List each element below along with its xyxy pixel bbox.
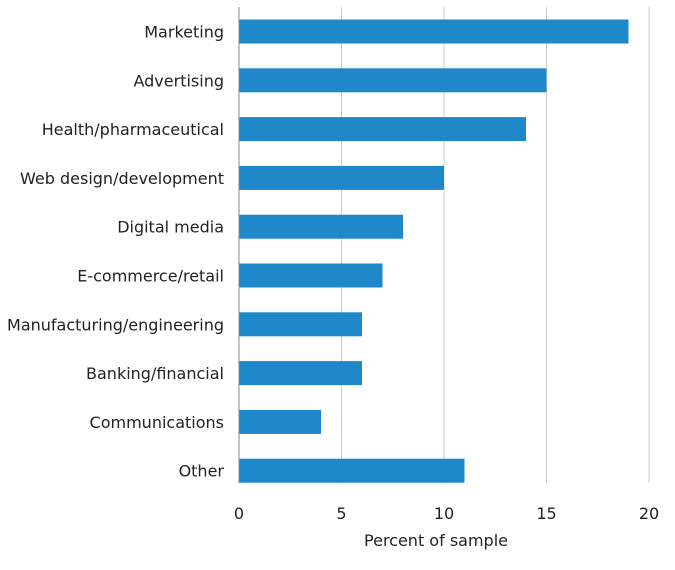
bar-marketing (239, 19, 629, 44)
bar-banking-financial (239, 361, 362, 386)
category-label: Health/pharmaceutical (42, 120, 224, 139)
x-tick-label-15: 15 (536, 504, 556, 523)
bar-communications (239, 409, 321, 434)
bar-e-commerce-retail (239, 263, 383, 288)
bar-health-pharmaceutical (239, 117, 526, 142)
category-label: Banking/financial (86, 364, 224, 383)
x-tick-label-5: 5 (336, 504, 346, 523)
category-label: Communications (90, 413, 224, 432)
bar-other (239, 458, 465, 483)
x-tick-label-10: 10 (434, 504, 454, 523)
x-axis-title: Percent of sample (364, 531, 508, 550)
category-label: Digital media (117, 218, 224, 237)
bars (239, 19, 629, 483)
category-label: Advertising (133, 71, 224, 90)
x-tick-label-20: 20 (639, 504, 659, 523)
category-label: Other (179, 462, 225, 481)
bar-manufacturing-engineering (239, 312, 362, 337)
category-labels: Marketing Advertising Health/pharmaceutica… (7, 23, 224, 481)
category-label: Web design/development (20, 169, 224, 188)
bar-digital-media (239, 214, 403, 239)
x-tick-labels: 0 5 10 15 20 (234, 504, 659, 523)
category-label: Marketing (144, 23, 224, 42)
category-label: E-commerce/retail (77, 267, 224, 286)
bar-web-design-development (239, 165, 444, 190)
x-tick-label-0: 0 (234, 504, 244, 523)
category-label: Manufacturing/engineering (7, 315, 224, 334)
bar-advertising (239, 68, 547, 93)
